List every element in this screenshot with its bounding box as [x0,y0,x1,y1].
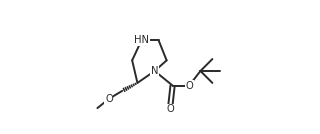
Text: O: O [105,94,113,104]
Text: O: O [166,104,174,114]
Text: O: O [185,81,193,91]
Text: HN: HN [134,36,149,45]
Text: N: N [151,66,158,76]
